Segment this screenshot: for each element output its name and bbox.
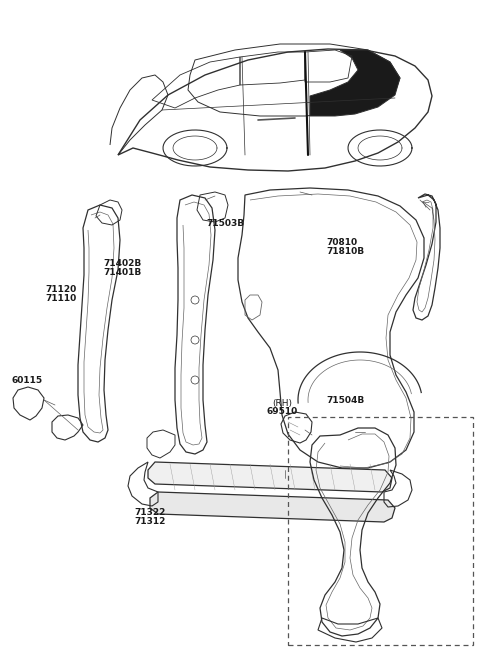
Text: 71503B: 71503B	[206, 218, 244, 228]
Text: 69510: 69510	[266, 407, 298, 417]
Text: 60115: 60115	[12, 376, 43, 385]
Text: 71401B: 71401B	[103, 268, 142, 277]
Text: 71810B: 71810B	[326, 247, 364, 256]
Polygon shape	[310, 50, 400, 116]
Text: 71110: 71110	[46, 294, 77, 303]
Text: 71120: 71120	[46, 285, 77, 295]
Text: 71322: 71322	[134, 508, 166, 518]
Text: 70810: 70810	[326, 238, 358, 247]
Text: 71312: 71312	[134, 517, 166, 526]
Polygon shape	[150, 492, 395, 522]
Text: 71402B: 71402B	[103, 259, 142, 268]
Text: 71504B: 71504B	[326, 396, 365, 405]
Text: (RH): (RH)	[273, 399, 293, 408]
Polygon shape	[148, 462, 392, 492]
